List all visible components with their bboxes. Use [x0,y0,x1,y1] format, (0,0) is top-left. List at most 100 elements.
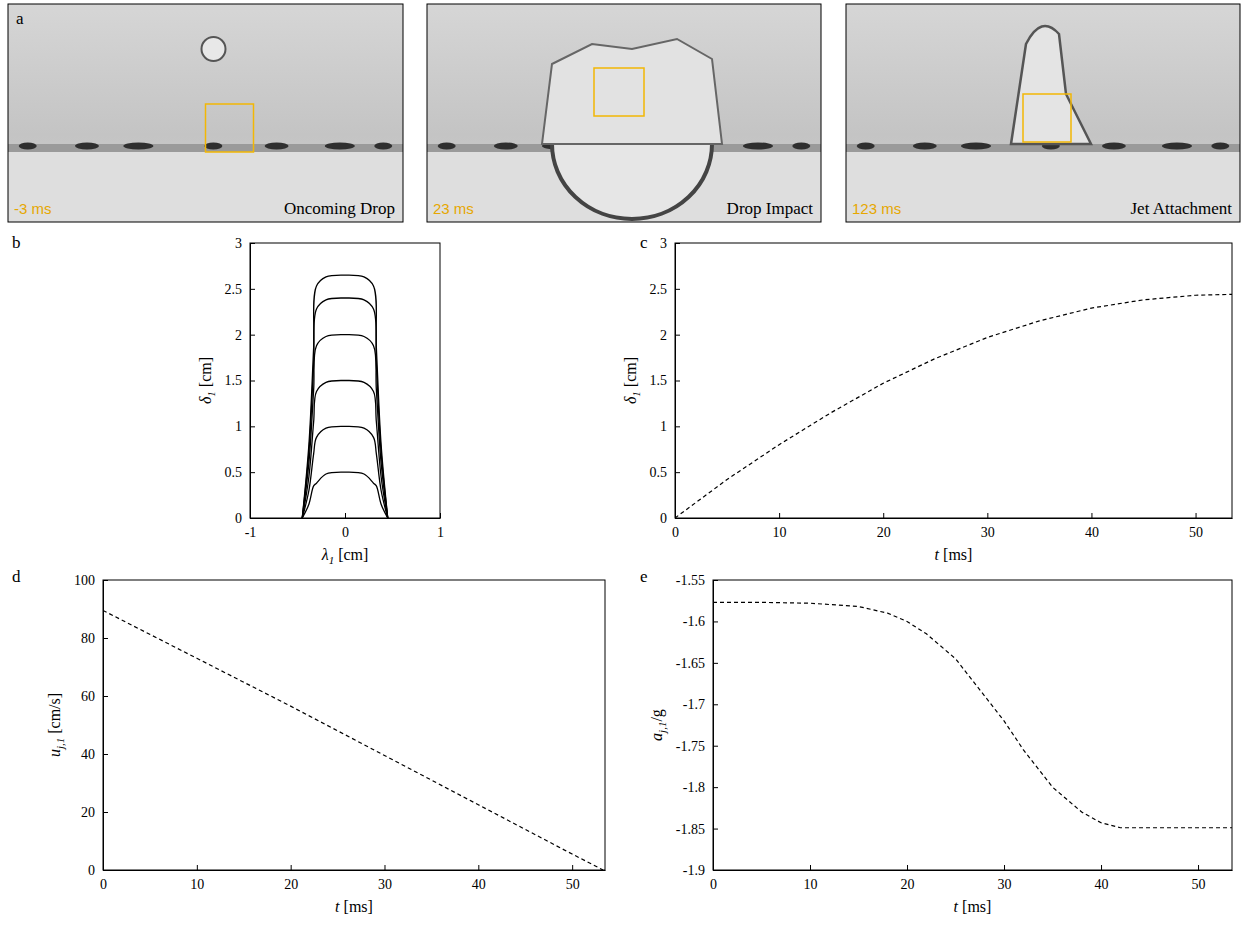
tick: -1.55 [676,573,718,588]
tick-label: 80 [81,631,95,646]
tick-mark [675,472,680,473]
tick-mark [1091,513,1092,518]
plot-marks [675,294,1232,518]
axis-line [104,870,606,871]
insect [1162,143,1192,150]
insect [204,143,222,150]
axis-line [676,518,1233,519]
tick: 10 [190,865,204,892]
tick-mark [103,696,108,697]
insect [325,143,355,150]
tick-label: 40 [81,747,95,762]
tick-mark [103,812,108,813]
tick-label: 30 [378,877,392,892]
tick-mark [250,472,255,473]
tick-label: 0.5 [650,465,668,480]
tick-mark [250,426,255,427]
axis-title-symbol: u [46,749,63,757]
axis-title-unit: [cm] [334,546,368,563]
tick-mark [675,289,680,290]
axis-title: t [ms] [954,898,992,915]
tick-mark [987,513,988,518]
plot-marks [713,602,1232,827]
tick-mark [1198,865,1199,870]
crown [542,39,722,144]
water-below [8,152,403,222]
tick: 40 [81,747,108,762]
axis-title-unit: [ms] [340,898,373,915]
axis-title: uj,1 [cm/s] [46,693,66,757]
tick-mark [675,381,680,382]
tick: -1.6 [683,614,718,629]
tick-label: 40 [472,877,486,892]
insect [1211,143,1229,150]
tick-label: 2.5 [225,282,243,297]
insect [913,143,937,150]
tick-label: 20 [901,877,915,892]
tick-label: 0 [342,525,349,540]
tick-label: -1.9 [683,863,705,878]
tick-mark [713,746,718,747]
tick: 40 [1085,513,1099,540]
axis-title-unit: [cm] [622,357,639,391]
image-background [8,4,403,222]
y-axis: 020406080100 [74,573,108,878]
tick-mark [675,518,680,519]
frame-caption: Jet Attachment [1130,199,1232,218]
tick: 2 [660,328,680,343]
insect [19,143,37,150]
tick-mark [675,335,680,336]
plot-panel: 0102030405000.511.522.53t [ms]δ1 [cm]c [622,233,1233,563]
tick: 3 [660,236,680,251]
panel-letter: e [640,567,648,586]
tick-label: 1 [437,525,444,540]
tick-mark [291,865,292,870]
tick: 1 [660,419,680,434]
highlight-box [1023,94,1071,142]
highlight-box [594,68,644,116]
tick: 80 [81,631,108,646]
tick: -1.85 [676,822,718,837]
frame-time: -3 ms [14,200,52,217]
tick: 40 [1095,865,1109,892]
axis-title: δ1 [cm] [622,357,642,404]
tick-mark [103,870,108,871]
tick-label: 0 [660,511,667,526]
tick: 2.5 [650,282,681,297]
tick-mark [713,704,718,705]
tick-mark [810,865,811,870]
insect [1102,143,1126,150]
water-below [846,152,1240,222]
tick: 1.5 [650,373,681,388]
tick-label: 0 [100,877,107,892]
tick: 1 [437,513,444,540]
insect [792,143,810,150]
tick-label: -1 [245,525,257,540]
tick-label: 10 [773,525,787,540]
axis-title-unit: [cm/s] [46,693,63,738]
tick-mark [883,513,884,518]
tick-mark [250,335,255,336]
tick-mark [103,754,108,755]
tick-label: 1.5 [225,373,243,388]
tick: 0 [342,513,349,540]
axis-title: δ1 [cm] [197,357,217,404]
tick-mark [713,580,718,581]
tick-label: 100 [74,573,95,588]
axis-title: λ1 [cm] [321,546,369,566]
x-axis: 01020304050 [672,513,1233,540]
tick: 30 [981,513,995,540]
tick-label: 0 [710,877,717,892]
tick-label: 0 [672,525,679,540]
axis-title-subscript: j,1 [54,738,66,751]
image-border [846,4,1240,222]
tick: 30 [998,865,1012,892]
axis-title-unit: [ms] [939,546,972,563]
data-line [302,275,388,518]
tick-mark [1004,865,1005,870]
panel-letter: a [16,9,24,28]
panel-letter: b [12,233,21,252]
insect [438,143,456,150]
tick-label: 2 [235,328,242,343]
x-axis: -1 0 1 [245,513,444,540]
